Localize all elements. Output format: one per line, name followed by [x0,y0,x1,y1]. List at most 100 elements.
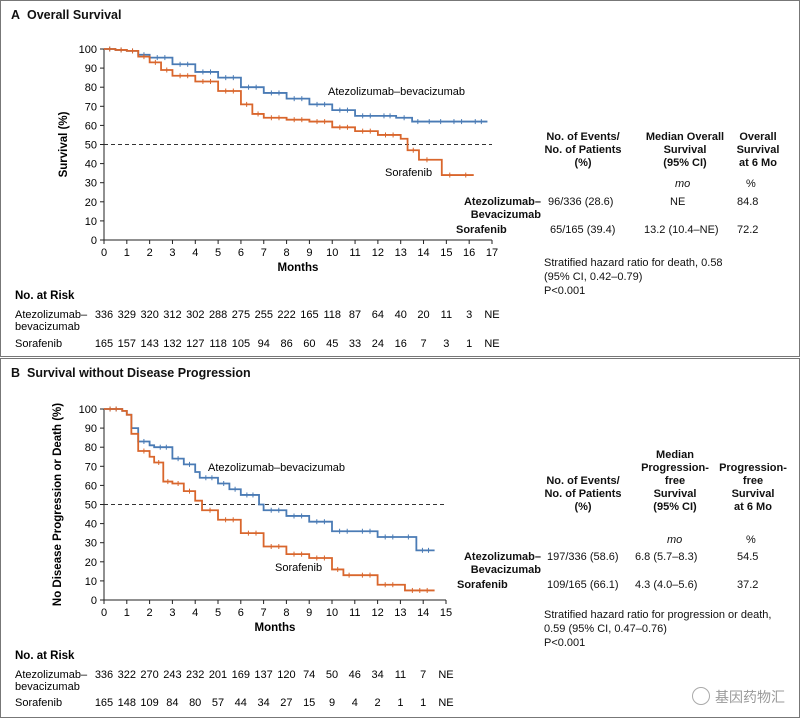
x-tick-label: 13 [394,607,406,619]
unit-percent-b: % [746,534,756,546]
curve-sorafenib [104,408,435,592]
row-name-atezo-b: Atezolizumab– Bevacizumab [463,551,541,576]
x-tick-label: 9 [306,247,312,259]
risk-row-name: bevacizumab [15,681,80,693]
y-tick-label: 50 [85,140,97,152]
risk-value: 34 [371,669,383,681]
x-axis-label: Months [278,262,319,274]
row-median-atezo-b: 6.8 (5.7–8.3) [635,551,698,563]
risk-value: 11 [395,669,406,681]
risk-value: 336 [95,669,113,681]
y-tick-label: 40 [85,159,97,171]
risk-value: 9 [329,697,335,709]
row-median-atezo: NE [670,196,686,208]
label-atezolizumab-bevacizumab: Atezolizumab–bevacizumab [208,462,345,474]
header-rate-b: Progression- free Survival at 6 Mo [719,462,787,513]
panel-progression-free: B Survival without Disease Progression 0… [0,358,800,718]
x-tick-label: 11 [349,247,360,259]
unit-percent: % [746,178,756,190]
y-tick-label: 40 [85,519,97,531]
header-median: Median Overall Survival (95% CI) [645,131,725,169]
y-tick-label: 20 [85,557,97,569]
x-tick-label: 14 [417,247,429,259]
risk-value: 57 [212,697,224,709]
risk-value: 201 [209,669,227,681]
risk-value: 320 [140,309,158,321]
curve-sorafenib [104,48,474,176]
x-tick-label: 4 [192,247,198,259]
x-tick-label: 2 [147,607,153,619]
x-tick-label: 16 [463,247,475,259]
risk-value: 302 [186,309,204,321]
risk-value: 3 [443,338,449,350]
risk-value: 120 [277,669,295,681]
y-tick-label: 70 [85,101,97,113]
x-tick-label: 6 [238,607,244,619]
label-atezolizumab-bevacizumab: Atezolizumab–bevacizumab [328,86,465,98]
x-tick-label: 7 [261,607,267,619]
y-tick-label: 30 [85,178,97,190]
risk-row-name: Sorafenib [15,338,62,350]
row-median-sora: 13.2 (10.4–NE) [644,224,719,236]
x-tick-label: 10 [326,247,338,259]
risk-value: 20 [417,309,429,321]
curve-atezolizumab-bevacizumab [104,408,435,552]
x-tick-label: 9 [306,607,312,619]
risk-value: 7 [420,338,426,350]
risk-value: 275 [232,309,250,321]
risk-value: 165 [95,697,113,709]
x-tick-label: 3 [169,247,175,259]
risk-value: 2 [375,697,381,709]
risk-value: 118 [209,338,227,350]
y-tick-label: 90 [85,63,97,75]
risk-value: 165 [300,309,318,321]
hazard-ratio-text: Stratified hazard ratio for death, 0.58 … [544,257,723,297]
row-events-atezo-b: 197/336 (58.6) [547,551,619,563]
x-tick-label: 15 [440,607,452,619]
risk-value: NE [438,697,453,709]
panel-b-title: B Survival without Disease Progression [11,366,251,380]
y-tick-label: 100 [79,44,97,56]
risk-value: 34 [257,697,269,709]
risk-value: NE [484,338,499,350]
y-tick-label: 10 [85,576,97,588]
row-events-sora: 65/165 (39.4) [550,224,616,236]
risk-value: 40 [395,309,407,321]
wechat-icon [692,687,710,705]
x-tick-label: 15 [440,247,452,259]
risk-value: 232 [186,669,204,681]
risk-value: 118 [323,309,341,321]
row-name-atezo: Atezolizumab– Bevacizumab [463,196,541,221]
header-median-b: Median Progression- free Survival (95% C… [641,449,709,513]
x-tick-label: 12 [371,607,383,619]
x-tick-label: 1 [124,607,130,619]
risk-value: 4 [352,697,358,709]
risk-value: 50 [326,669,338,681]
risk-value: 44 [235,697,247,709]
row-rate-atezo: 84.8 [737,196,759,208]
risk-value: NE [484,309,499,321]
risk-value: 148 [118,697,136,709]
row-events-atezo: 96/336 (28.6) [548,196,614,208]
risk-value: 243 [163,669,181,681]
x-tick-label: 5 [215,607,221,619]
risk-value: 3 [466,309,472,321]
risk-value: 132 [163,338,181,350]
risk-row-name: bevacizumab [15,321,80,333]
y-tick-label: 100 [79,404,97,416]
x-tick-label: 4 [192,607,198,619]
unit-mo: mo [675,178,691,190]
x-tick-label: 0 [101,607,107,619]
risk-value: 329 [118,309,136,321]
y-tick-label: 60 [85,120,97,132]
risk-value: 24 [372,338,384,350]
risk-value: 322 [118,669,136,681]
header-events-b: No. of Events/ No. of Patients (%) [544,475,622,513]
row-name-sora: Sorafenib [456,224,507,236]
x-tick-label: 13 [395,247,407,259]
row-rate-atezo-b: 54.5 [737,551,759,563]
y-tick-label: 0 [91,595,97,607]
risk-value: 222 [277,309,295,321]
panel-a-title: A Overall Survival [11,8,122,22]
